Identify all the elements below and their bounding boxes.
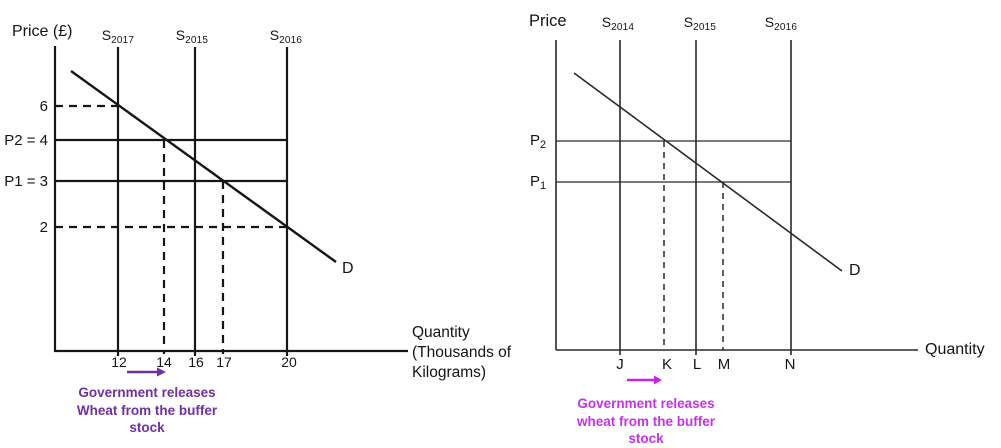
left-demand-label: D bbox=[342, 260, 354, 277]
supply-label-base: S bbox=[764, 14, 775, 30]
right-quantity-label-l: L bbox=[692, 356, 702, 373]
supply-label-base: S bbox=[601, 14, 612, 30]
price-label-base: P bbox=[530, 132, 541, 149]
right-quantity-label-m: M bbox=[717, 356, 731, 373]
right-price-label-p2: P2 bbox=[530, 132, 546, 151]
left-quantity-label-17: 17 bbox=[216, 354, 232, 370]
left-price-label-6: 6 bbox=[39, 98, 48, 115]
supply-label-sub: 2015 bbox=[693, 22, 717, 33]
supply-label-sub: 2017 bbox=[111, 35, 135, 46]
supply-label-base: S bbox=[101, 27, 112, 43]
supply-label-sub: 2014 bbox=[611, 22, 635, 33]
price-label-base: P bbox=[530, 173, 541, 190]
right-quantity-label-k: K bbox=[661, 356, 673, 373]
left-quantity-label-20: 20 bbox=[281, 354, 297, 370]
right-price-label-p1: P1 bbox=[530, 173, 546, 192]
annotation-line2: Wheat from the buffer bbox=[76, 402, 218, 418]
annotation-line3: stock bbox=[628, 431, 664, 446]
left-price-label-2: 2 bbox=[39, 219, 48, 236]
right-supply-label-s2015: S2015 bbox=[684, 14, 716, 33]
right-buffer-stock-annotation: Government releases wheat from the buffe… bbox=[577, 395, 715, 448]
right-supply-label-s2014: S2014 bbox=[602, 14, 634, 33]
left-quantity-label-12: 12 bbox=[111, 354, 127, 370]
left-demand-curve bbox=[70, 70, 337, 263]
left-buffer-stock-annotation: Government releases Wheat from the buffe… bbox=[77, 384, 217, 437]
supply-label-base: S bbox=[269, 27, 280, 43]
quantity-axis-line3: Kilograms) bbox=[412, 364, 487, 381]
supply-label-base: S bbox=[175, 27, 186, 43]
left-supply-label-s2016: S2016 bbox=[270, 27, 302, 46]
quantity-axis-line2: (Thousands of bbox=[412, 344, 512, 361]
annotation-line3: stock bbox=[129, 420, 165, 435]
arrow-right-head-icon bbox=[654, 375, 662, 385]
right-supply-label-s2016: S2016 bbox=[765, 14, 797, 33]
supply-label-sub: 2016 bbox=[279, 35, 303, 46]
quantity-axis-line1: Quantity bbox=[412, 324, 470, 341]
supply-label-sub: 2015 bbox=[185, 35, 209, 46]
annotation-line1: Government releases bbox=[78, 385, 216, 400]
left-quantity-axis-label: Quantity (Thousands of Kilograms) bbox=[412, 323, 511, 383]
right-quantity-axis-label: Quantity bbox=[925, 341, 985, 358]
right-quantity-label-n: N bbox=[784, 356, 796, 373]
supply-label-sub: 2016 bbox=[774, 22, 798, 33]
left-supply-label-s2015: S2015 bbox=[176, 27, 208, 46]
right-demand-label: D bbox=[849, 262, 861, 279]
left-chart-canvas bbox=[53, 46, 408, 377]
annotation-line1: Government releases bbox=[577, 396, 715, 411]
left-price-axis-label: Price (£) bbox=[12, 23, 73, 40]
arrow-right-head-icon bbox=[157, 367, 166, 377]
price-label-sub: 1 bbox=[540, 180, 547, 192]
left-quantity-label-14: 14 bbox=[156, 354, 172, 370]
left-price-label-p1: P1 = 3 bbox=[4, 173, 48, 190]
price-label-sub: 2 bbox=[540, 139, 547, 151]
right-price-axis-label: Price bbox=[529, 12, 567, 30]
left-price-label-p2: P2 = 4 bbox=[4, 132, 48, 149]
left-supply-label-s2017: S2017 bbox=[102, 27, 134, 46]
right-quantity-label-j: J bbox=[616, 356, 624, 373]
annotation-line2: wheat from the buffer bbox=[576, 413, 716, 429]
supply-label-base: S bbox=[683, 14, 694, 30]
right-demand-curve bbox=[573, 72, 843, 272]
left-quantity-label-16: 16 bbox=[188, 354, 204, 370]
